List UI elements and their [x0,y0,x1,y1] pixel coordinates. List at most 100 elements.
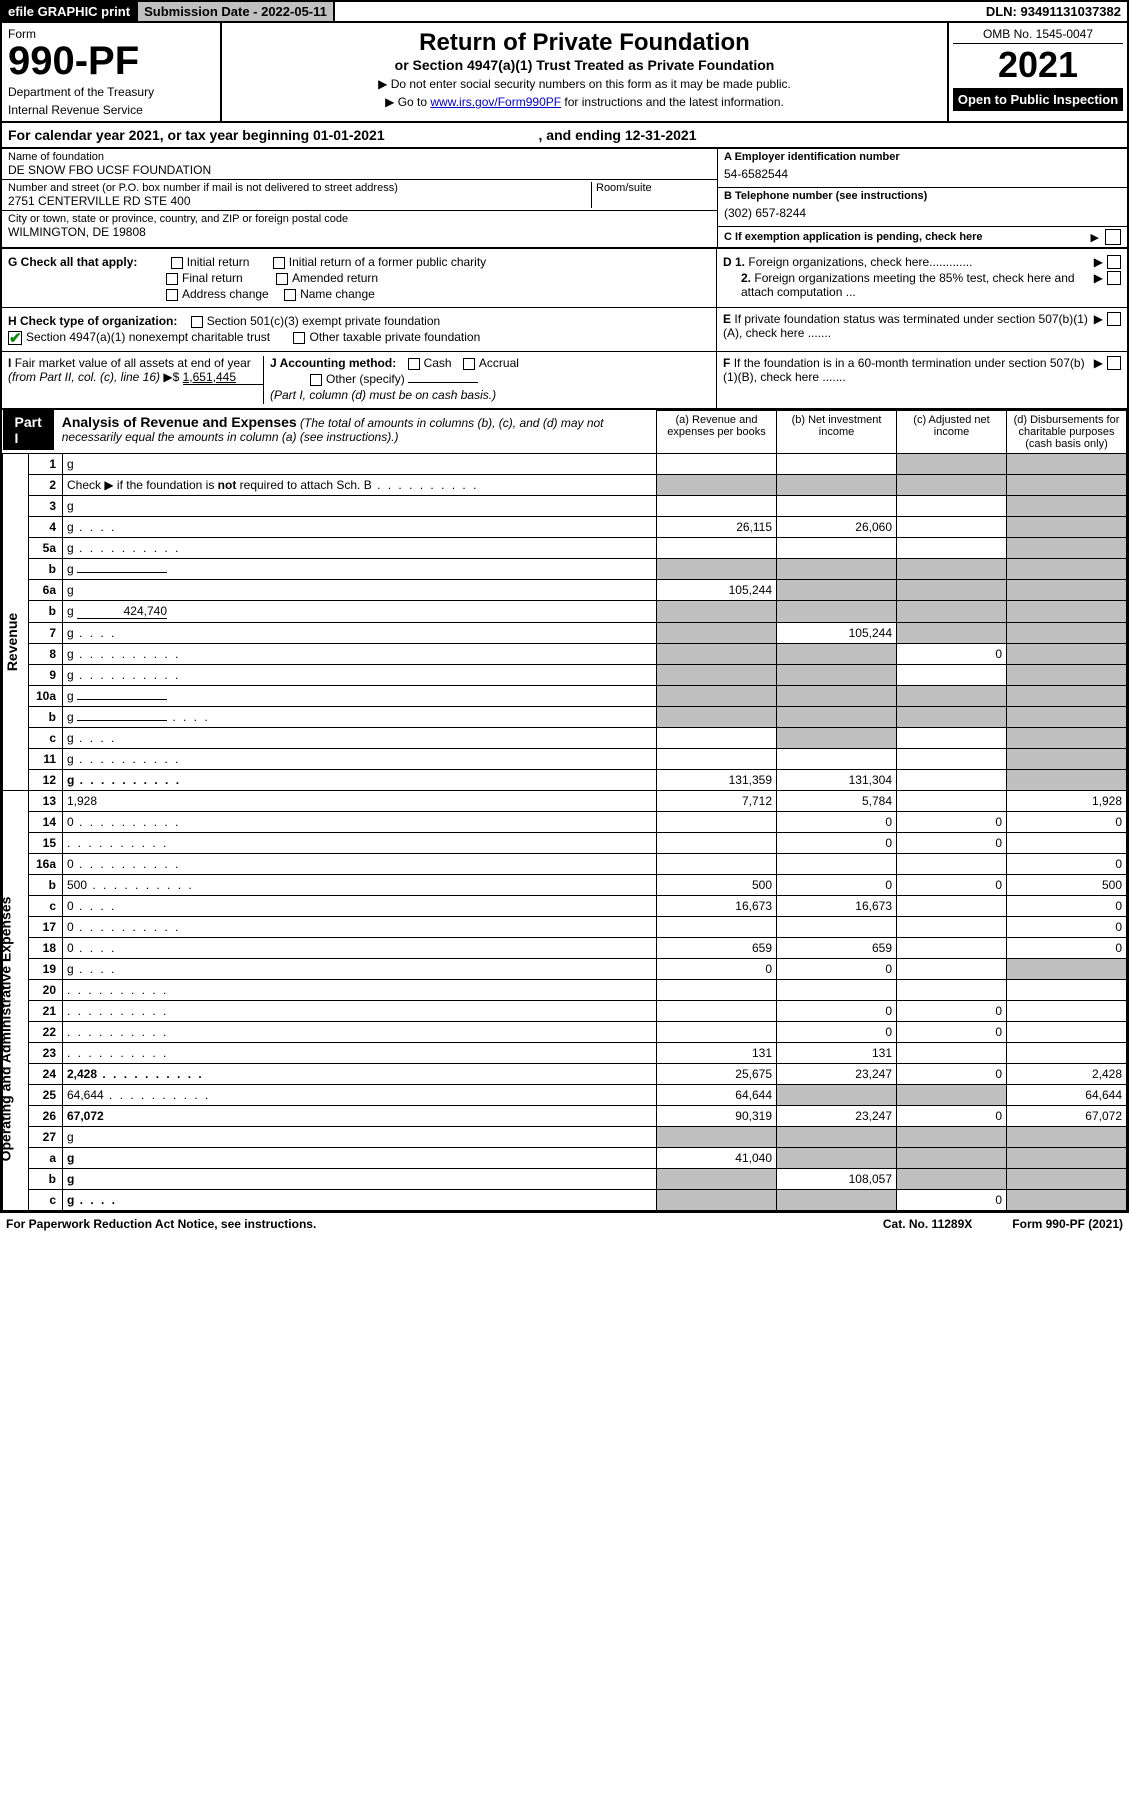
cell-a [657,853,777,874]
part1-desc: Analysis of Revenue and Expenses (The to… [54,410,656,448]
table-row: 19g00 [3,958,1127,979]
line-number: c [29,727,63,748]
h-4947-checkbox[interactable] [8,331,22,345]
arrow-icon: ▶ [1094,356,1103,404]
line-desc: g [63,537,657,558]
cell-c [897,706,1007,727]
d1-checkbox[interactable] [1107,255,1121,269]
cell-d: 0 [1007,916,1127,937]
cell-d [1007,1147,1127,1168]
j-accrual-checkbox[interactable] [463,358,475,370]
line-desc: 2,428 [63,1063,657,1084]
line-number: b [29,1168,63,1189]
cell-c [897,916,1007,937]
cell-d [1007,537,1127,558]
part1-label: Part I [3,410,54,450]
foundation-address: 2751 CENTERVILLE RD STE 400 [8,194,591,208]
g-initial-return-checkbox[interactable] [171,257,183,269]
g-name-change-checkbox[interactable] [284,289,296,301]
line-number: 17 [29,916,63,937]
cell-a: 500 [657,874,777,895]
foundation-name: DE SNOW FBO UCSF FOUNDATION [8,163,711,177]
cell-c: 0 [897,1105,1007,1126]
line-desc: g [63,643,657,664]
note2-post: for instructions and the latest informat… [561,95,784,109]
cell-b [777,664,897,685]
cell-a [657,537,777,558]
cell-a [657,1189,777,1210]
cell-a [657,622,777,643]
efile-label: efile GRAPHIC print [2,2,138,21]
i-fmv-value: 1,651,445 [183,370,263,385]
g-final-return-checkbox[interactable] [166,273,178,285]
page-footer: For Paperwork Reduction Act Notice, see … [0,1213,1129,1235]
cell-d [1007,600,1127,622]
h-other-checkbox[interactable] [293,332,305,344]
cell-d [1007,706,1127,727]
arrow-icon: ▶ [1094,255,1103,269]
g-amended-checkbox[interactable] [276,273,288,285]
cell-b: 16,673 [777,895,897,916]
irs-link[interactable]: www.irs.gov/Form990PF [430,95,561,109]
cell-d: 500 [1007,874,1127,895]
cell-a: 0 [657,958,777,979]
table-row: 140000 [3,811,1127,832]
table-row: 1500 [3,832,1127,853]
cell-a: 659 [657,937,777,958]
line-desc: g [63,748,657,769]
paperwork-notice: For Paperwork Reduction Act Notice, see … [6,1217,316,1231]
d2-label: Foreign organizations meeting the 85% te… [741,271,1075,299]
cell-b: 659 [777,937,897,958]
cell-a [657,1021,777,1042]
g-initial-return: Initial return [187,255,250,269]
calyear-begin: 01-01-2021 [313,127,385,143]
ein-value: 54-6582544 [724,163,1121,185]
table-row: 1806596590 [3,937,1127,958]
j-cash-checkbox[interactable] [408,358,420,370]
e-checkbox[interactable] [1107,312,1121,326]
j-other-checkbox[interactable] [310,374,322,386]
g-final-return: Final return [182,271,243,285]
cell-b: 26,060 [777,516,897,537]
g-initial-former-checkbox[interactable] [273,257,285,269]
j-cash: Cash [424,356,452,370]
line-number: b [29,558,63,579]
col-b-header: (b) Net investment income [777,410,897,453]
cell-c [897,727,1007,748]
j-other: Other (specify) [326,372,405,386]
line-desc: g [63,453,657,474]
h-label: H Check type of organization: [8,314,177,328]
line-number: 4 [29,516,63,537]
cell-b [777,853,897,874]
cell-d [1007,832,1127,853]
calendar-year-line: For calendar year 2021, or tax year begi… [0,123,1129,149]
cell-d [1007,1042,1127,1063]
line-desc: 0 [63,937,657,958]
cell-d [1007,685,1127,706]
cell-b [777,748,897,769]
cell-d [1007,453,1127,474]
d2-checkbox[interactable] [1107,271,1121,285]
cell-d [1007,748,1127,769]
city-label: City or town, state or province, country… [8,213,711,225]
exemption-pending-checkbox[interactable] [1105,229,1121,245]
g-address-change: Address change [182,287,269,301]
h-501c3-checkbox[interactable] [191,316,203,328]
part1-table: Part I Analysis of Revenue and Expenses … [2,410,1127,1211]
form-note-link: ▶ Go to www.irs.gov/Form990PF for instru… [228,95,941,109]
open-to-public: Open to Public Inspection [953,88,1123,111]
cell-b [777,979,897,1000]
line-desc: g [63,579,657,600]
g-address-change-checkbox[interactable] [166,289,178,301]
cell-d [1007,1000,1127,1021]
line-number: 3 [29,495,63,516]
table-row: 12g131,359131,304 [3,769,1127,790]
form-header: Form 990-PF Department of the Treasury I… [0,23,1129,123]
calyear-mid: , and ending [539,127,625,143]
table-row: bg [3,558,1127,579]
f-checkbox[interactable] [1107,356,1121,370]
cell-a [657,600,777,622]
line-number: c [29,895,63,916]
table-row: 2Check ▶ if the foundation is not requir… [3,474,1127,495]
line-number: 20 [29,979,63,1000]
